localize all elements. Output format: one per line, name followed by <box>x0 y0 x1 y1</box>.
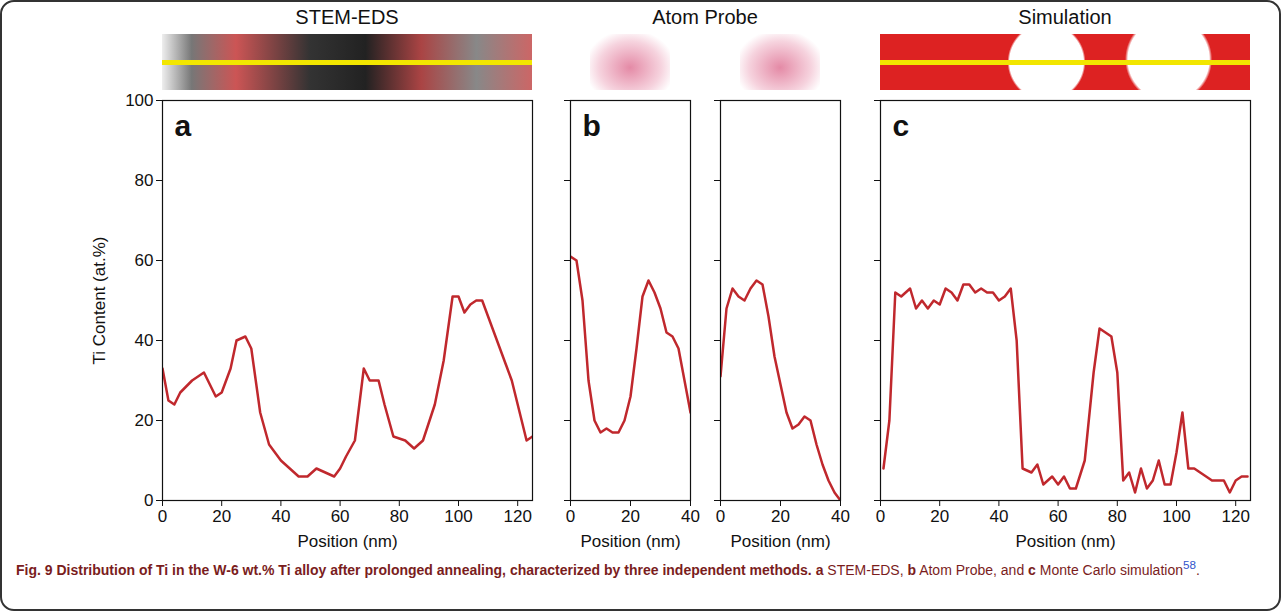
svg-text:20: 20 <box>212 507 231 526</box>
svg-text:80: 80 <box>135 171 154 190</box>
svg-text:40: 40 <box>135 331 154 350</box>
svg-text:100: 100 <box>1162 507 1190 526</box>
svg-text:a: a <box>175 109 192 142</box>
svg-text:0: 0 <box>876 507 885 526</box>
svg-text:20: 20 <box>135 411 154 430</box>
svg-text:40: 40 <box>989 507 1008 526</box>
svg-text:80: 80 <box>390 507 409 526</box>
svg-text:40: 40 <box>831 507 850 526</box>
svg-text:20: 20 <box>930 507 949 526</box>
html-text:Fig. 9 Distribution of Ti in t: Fig. 9 Distribution of Ti in the W-6 wt.… <box>16 558 1200 578</box>
svg-text:b: b <box>583 109 601 142</box>
html-text:Simulation: Simulation <box>1018 6 1112 28</box>
svg-text:80: 80 <box>1108 507 1127 526</box>
svg-text:0: 0 <box>716 507 725 526</box>
svg-text:c: c <box>893 109 910 142</box>
svg-text:Ti Content (at.%): Ti Content (at.%) <box>90 237 109 365</box>
html-text:Atom Probe: Atom Probe <box>652 6 758 28</box>
svg-text:Position (nm): Position (nm) <box>580 532 680 551</box>
svg-text:120: 120 <box>1222 507 1250 526</box>
svg-text:100: 100 <box>125 91 153 110</box>
svg-text:Position (nm): Position (nm) <box>730 532 830 551</box>
svg-text:0: 0 <box>158 507 167 526</box>
svg-text:60: 60 <box>1049 507 1068 526</box>
svg-text:0: 0 <box>566 507 575 526</box>
svg-text:40: 40 <box>271 507 290 526</box>
svg-text:0: 0 <box>144 491 153 510</box>
svg-text:120: 120 <box>504 507 532 526</box>
svg-text:100: 100 <box>444 507 472 526</box>
html-text:STEM-EDS: STEM-EDS <box>295 6 399 28</box>
svg-text:20: 20 <box>771 507 790 526</box>
svg-text:Position (nm): Position (nm) <box>1015 532 1115 551</box>
svg-text:60: 60 <box>135 251 154 270</box>
svg-text:40: 40 <box>681 507 700 526</box>
svg-text:Position (nm): Position (nm) <box>297 532 397 551</box>
svg-text:20: 20 <box>621 507 640 526</box>
svg-text:60: 60 <box>331 507 350 526</box>
